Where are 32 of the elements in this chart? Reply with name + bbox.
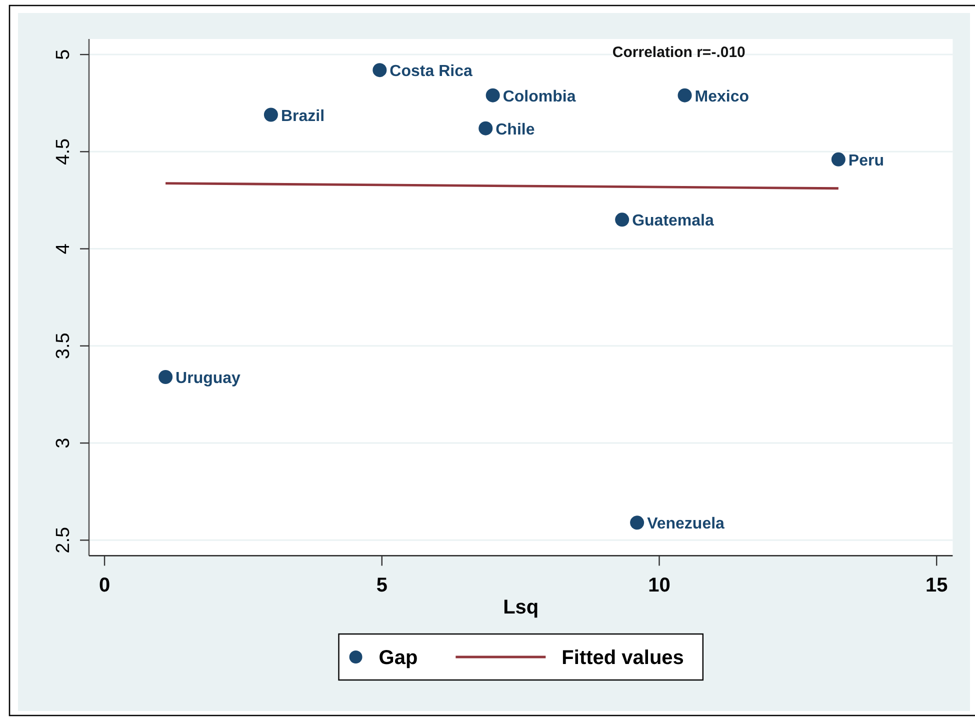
- y-tick-label: 5: [53, 49, 74, 60]
- annotation: Uruguay: [176, 370, 241, 387]
- annotation: Costa Rica: [390, 63, 472, 80]
- y-tick-label: 2.5: [53, 526, 74, 554]
- x-tick-label: 15: [925, 574, 948, 597]
- annotation: Colombia: [502, 88, 576, 106]
- annotation: Chile: [496, 121, 535, 138]
- x-axis-title: Lsq: [503, 596, 539, 619]
- y-tick-label: 3.5: [53, 332, 74, 360]
- annotation: Venezuela: [647, 516, 725, 533]
- x-tick-label: 5: [376, 574, 388, 597]
- annotation: Peru: [848, 152, 884, 170]
- point: [372, 63, 387, 78]
- x-tick-label: 10: [648, 574, 670, 597]
- annotation: Mexico: [694, 88, 750, 106]
- point: [678, 88, 692, 102]
- point: [630, 516, 644, 530]
- point: [158, 370, 173, 384]
- point: [615, 212, 630, 227]
- legend-label: Gap: [378, 647, 418, 669]
- point: [264, 108, 278, 122]
- point: [478, 121, 493, 136]
- point: [831, 152, 846, 166]
- legend-label: Fitted values: [562, 647, 684, 669]
- y-tick-label: 4.5: [53, 138, 74, 165]
- annotation: Guatemala: [632, 212, 714, 230]
- y-tick-label: 3: [53, 438, 74, 448]
- annotation: Correlation r=-.010: [612, 44, 746, 61]
- point: [486, 88, 500, 102]
- y-tick-label: 4: [53, 243, 74, 254]
- x-tick-label: 0: [98, 574, 110, 597]
- annotation: Brazil: [280, 108, 325, 125]
